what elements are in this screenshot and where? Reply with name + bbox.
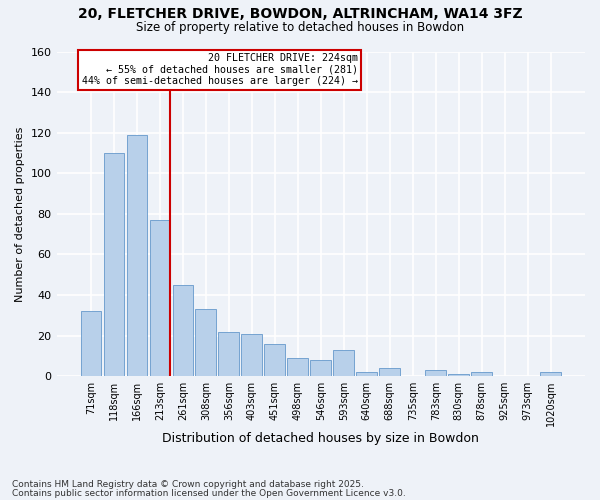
Text: Contains HM Land Registry data © Crown copyright and database right 2025.: Contains HM Land Registry data © Crown c… bbox=[12, 480, 364, 489]
Text: Contains public sector information licensed under the Open Government Licence v3: Contains public sector information licen… bbox=[12, 488, 406, 498]
Bar bbox=[379, 368, 400, 376]
Bar bbox=[287, 358, 308, 376]
Bar bbox=[425, 370, 446, 376]
Y-axis label: Number of detached properties: Number of detached properties bbox=[15, 126, 25, 302]
Bar bbox=[218, 332, 239, 376]
Bar bbox=[173, 285, 193, 376]
Bar bbox=[241, 334, 262, 376]
Bar bbox=[356, 372, 377, 376]
Bar bbox=[127, 134, 147, 376]
Bar bbox=[196, 309, 216, 376]
Bar bbox=[80, 312, 101, 376]
Bar bbox=[265, 344, 285, 376]
Text: 20, FLETCHER DRIVE, BOWDON, ALTRINCHAM, WA14 3FZ: 20, FLETCHER DRIVE, BOWDON, ALTRINCHAM, … bbox=[77, 8, 523, 22]
Bar bbox=[310, 360, 331, 376]
Bar bbox=[104, 153, 124, 376]
Bar bbox=[448, 374, 469, 376]
Bar bbox=[540, 372, 561, 376]
Bar bbox=[472, 372, 492, 376]
Text: 20 FLETCHER DRIVE: 224sqm
← 55% of detached houses are smaller (281)
44% of semi: 20 FLETCHER DRIVE: 224sqm ← 55% of detac… bbox=[82, 53, 358, 86]
Bar bbox=[149, 220, 170, 376]
Bar bbox=[334, 350, 354, 376]
X-axis label: Distribution of detached houses by size in Bowdon: Distribution of detached houses by size … bbox=[163, 432, 479, 445]
Text: Size of property relative to detached houses in Bowdon: Size of property relative to detached ho… bbox=[136, 21, 464, 34]
